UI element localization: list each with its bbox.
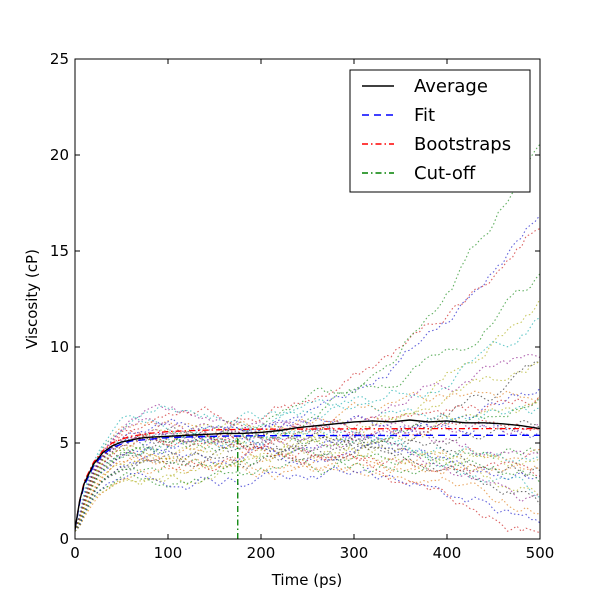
- bootstrap-trajectory: [75, 465, 540, 532]
- y-tick-label: 5: [59, 434, 69, 452]
- bootstrap-trajectory: [75, 143, 540, 532]
- bootstrap-trajectory: [75, 427, 540, 532]
- bootstrap-trajectory: [75, 422, 540, 532]
- plot-frame: [74, 58, 541, 540]
- legend-label: Bootstraps: [414, 134, 511, 155]
- bootstrap-trajectory: [75, 398, 540, 532]
- bootstrap-trajectory: [75, 353, 540, 532]
- average-line: [75, 419, 540, 530]
- bootstraps-line: [75, 427, 540, 530]
- x-tick-label: 100: [154, 544, 183, 562]
- bootstrap-trajectory: [75, 443, 540, 532]
- y-tick-label: 20: [50, 146, 69, 164]
- legend-box: [349, 69, 531, 193]
- bootstrap-trajectory: [75, 417, 540, 532]
- bootstrap-trajectory: [75, 447, 540, 532]
- x-tick-label: 200: [247, 544, 276, 562]
- y-tick-label: 0: [59, 530, 69, 548]
- legend-label: Fit: [414, 105, 435, 126]
- x-tick-label: 300: [340, 544, 369, 562]
- x-axis: 0 100 200 300 400 500: [70, 59, 554, 562]
- bootstrap-trajectory: [75, 395, 540, 532]
- y-tick-label: 25: [50, 50, 69, 68]
- bootstrap-trajectory: [75, 360, 540, 532]
- main-series: [75, 419, 540, 539]
- legend: Average Fit Bootstraps Cut-off: [349, 69, 531, 193]
- bootstrap-trajectory: [75, 430, 540, 532]
- y-axis: 0 5 10 15 20 25: [50, 50, 540, 548]
- x-tick-label: 500: [526, 544, 555, 562]
- bootstrap-trajectory: [75, 298, 540, 532]
- bootstrap-trajectory: [75, 448, 540, 532]
- legend-label: Cut-off: [414, 163, 476, 184]
- bootstrap-trajectory: [75, 227, 540, 532]
- y-tick-label: 15: [50, 242, 69, 260]
- legend-label: Average: [414, 76, 488, 97]
- y-tick-label: 10: [50, 338, 69, 356]
- fit-line: [75, 434, 540, 530]
- x-axis-label: Time (ps): [271, 571, 343, 589]
- bootstrap-trajectory: [75, 415, 540, 532]
- bootstrap-trajectory: [75, 317, 540, 532]
- x-tick-label: 400: [433, 544, 462, 562]
- bootstrap-trajectory: [75, 428, 540, 532]
- y-axis-label: Viscosity (cP): [23, 249, 41, 349]
- bootstrap-trajectory: [75, 397, 540, 532]
- bootstrap-trajectory: [75, 455, 540, 532]
- x-tick-label: 0: [70, 544, 80, 562]
